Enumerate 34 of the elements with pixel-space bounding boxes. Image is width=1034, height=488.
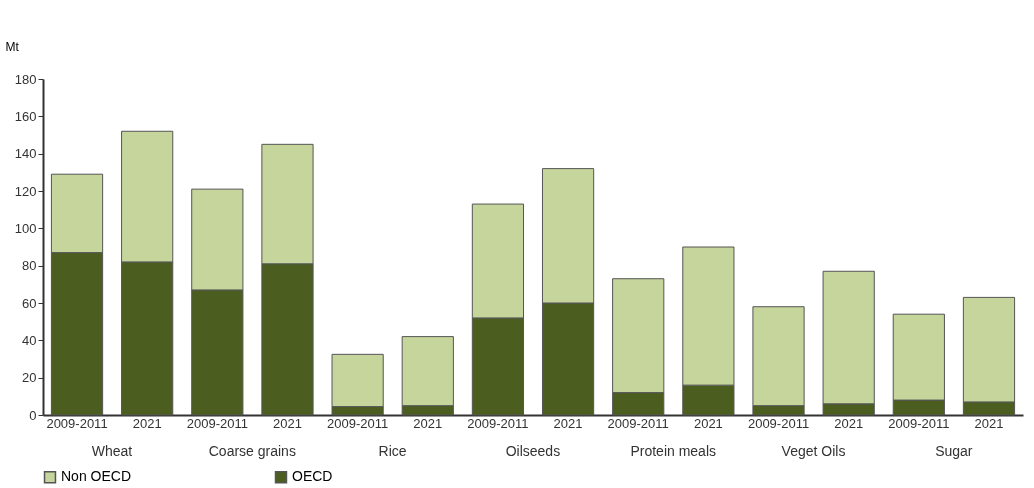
y-tick-label: 80 (22, 258, 37, 274)
text: Protein meals (630, 443, 717, 459)
y-tick-label: 180 (14, 71, 37, 87)
y-tick-label: 160 (14, 108, 37, 124)
x-tick-label: 2021 (834, 415, 864, 431)
legend-label: Non OECD (61, 468, 132, 485)
text: Oilseeds (505, 443, 561, 459)
x-tick-label: 2021 (553, 415, 583, 431)
x-tick-label: 2021 (974, 415, 1004, 431)
text: Coarse grains (208, 443, 296, 459)
x-tick-label: 2009-2011 (186, 415, 248, 431)
y-tick-label: 20 (22, 370, 37, 386)
x-tick-label: 2021 (693, 415, 723, 431)
text: Veget Oils (781, 443, 846, 459)
text: Rice (378, 443, 407, 459)
text: Wheat (91, 443, 133, 459)
x-tick-label: 2021 (413, 415, 443, 431)
y-tick-label: 100 (14, 220, 37, 236)
x-tick-label: 2009-2011 (888, 415, 950, 431)
x-tick-label: 2021 (132, 415, 162, 431)
y-tick-label: 60 (22, 295, 37, 311)
legend-label: OECD (292, 468, 333, 485)
text: Sugar (935, 443, 973, 459)
x-tick-label: 2009-2011 (327, 415, 389, 431)
y-axis-title: Mt (5, 39, 20, 54)
y-tick-label: 40 (22, 332, 37, 348)
x-tick-label: 2021 (273, 415, 302, 431)
x-tick-label: 2009-2011 (747, 415, 810, 431)
y-tick-label: 140 (14, 146, 37, 162)
x-tick-label: 2009-2011 (467, 415, 529, 431)
y-tick-label: 120 (14, 183, 37, 199)
y-tick-label: 0 (29, 407, 37, 423)
x-tick-label: 2009-2011 (607, 415, 669, 431)
x-tick-label: 2009-2011 (46, 415, 108, 431)
